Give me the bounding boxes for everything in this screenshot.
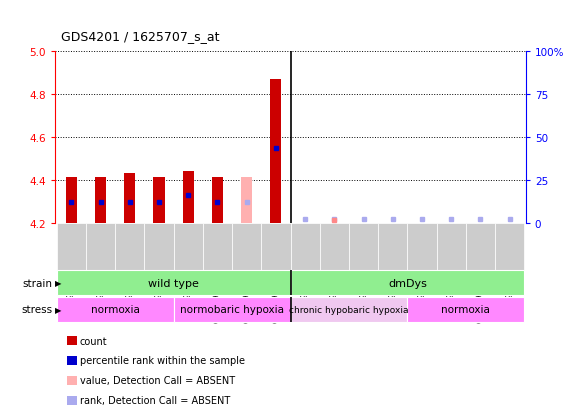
Text: GSM398841: GSM398841 bbox=[125, 271, 134, 321]
Text: wild type: wild type bbox=[148, 278, 199, 288]
Bar bbox=[86, 223, 115, 271]
Bar bbox=[378, 223, 407, 271]
Text: GSM398832: GSM398832 bbox=[447, 271, 456, 322]
Text: normobaric hypoxia: normobaric hypoxia bbox=[180, 304, 284, 314]
Bar bbox=[115, 223, 144, 271]
Text: GSM398838: GSM398838 bbox=[271, 271, 281, 322]
Bar bbox=[153, 178, 164, 223]
Bar bbox=[290, 223, 320, 271]
Bar bbox=[241, 178, 252, 223]
Bar bbox=[407, 223, 437, 271]
Bar bbox=[349, 223, 378, 271]
Text: ▶: ▶ bbox=[55, 278, 61, 287]
Text: GSM398830: GSM398830 bbox=[388, 271, 397, 322]
Text: GSM398827: GSM398827 bbox=[300, 271, 310, 322]
Text: GDS4201 / 1625707_s_at: GDS4201 / 1625707_s_at bbox=[61, 31, 220, 43]
Bar bbox=[174, 223, 203, 271]
Text: chronic hypobaric hypoxia: chronic hypobaric hypoxia bbox=[289, 305, 408, 314]
Text: value, Detection Call = ABSENT: value, Detection Call = ABSENT bbox=[80, 375, 235, 385]
Text: GSM398840: GSM398840 bbox=[96, 271, 105, 321]
Bar bbox=[232, 223, 261, 271]
Bar bbox=[57, 271, 290, 295]
Bar bbox=[320, 223, 349, 271]
Bar bbox=[144, 223, 174, 271]
Text: count: count bbox=[80, 336, 107, 346]
Text: GSM398835: GSM398835 bbox=[184, 271, 193, 322]
Bar bbox=[95, 178, 106, 223]
Text: percentile rank within the sample: percentile rank within the sample bbox=[80, 356, 245, 366]
Bar bbox=[182, 171, 193, 223]
Text: normoxia: normoxia bbox=[442, 304, 490, 314]
Bar bbox=[212, 178, 223, 223]
Bar bbox=[495, 223, 524, 271]
Text: dmDys: dmDys bbox=[388, 278, 427, 288]
Text: rank, Detection Call = ABSENT: rank, Detection Call = ABSENT bbox=[80, 395, 230, 405]
Bar bbox=[290, 297, 407, 322]
Bar bbox=[66, 178, 77, 223]
Text: ▶: ▶ bbox=[55, 305, 61, 314]
Text: normoxia: normoxia bbox=[91, 304, 139, 314]
Bar bbox=[174, 297, 290, 322]
Text: GSM398837: GSM398837 bbox=[242, 271, 251, 322]
Bar bbox=[270, 79, 281, 223]
Text: GSM398836: GSM398836 bbox=[213, 271, 222, 322]
Text: GSM398842: GSM398842 bbox=[155, 271, 163, 321]
Bar bbox=[203, 223, 232, 271]
Text: strain: strain bbox=[22, 278, 52, 288]
Bar bbox=[407, 297, 524, 322]
Text: GSM398834: GSM398834 bbox=[505, 271, 514, 322]
Text: GSM398839: GSM398839 bbox=[67, 271, 76, 322]
Bar bbox=[437, 223, 466, 271]
Text: GSM398829: GSM398829 bbox=[359, 271, 368, 321]
Bar bbox=[261, 223, 290, 271]
Bar bbox=[466, 223, 495, 271]
Bar bbox=[57, 297, 174, 322]
Bar bbox=[124, 174, 135, 223]
Text: stress: stress bbox=[21, 304, 52, 314]
Bar bbox=[57, 223, 86, 271]
Text: GSM398831: GSM398831 bbox=[418, 271, 426, 322]
Text: GSM398833: GSM398833 bbox=[476, 271, 485, 322]
Text: GSM398828: GSM398828 bbox=[330, 271, 339, 322]
Bar bbox=[290, 271, 524, 295]
